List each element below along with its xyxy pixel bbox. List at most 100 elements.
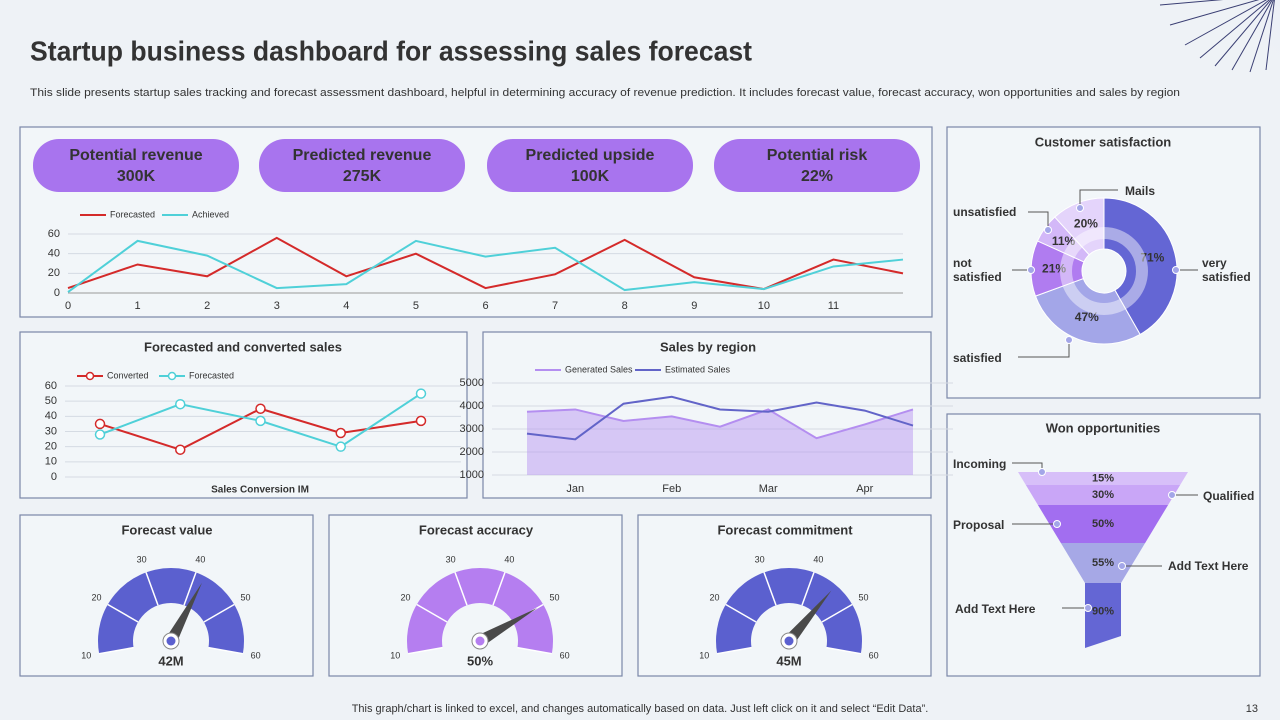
x-tick-label: Mar <box>759 483 778 495</box>
y-tick-label: 50 <box>45 395 57 407</box>
donut-slice <box>1103 197 1178 336</box>
donut-slice <box>1034 277 1141 345</box>
gauge-tick <box>407 646 443 655</box>
legend-label: Generated Sales <box>565 364 633 374</box>
gauge-tick-label: 40 <box>813 555 823 565</box>
leader-dot <box>1044 226 1052 234</box>
gauge-tick <box>716 646 752 655</box>
slice-label: 47% <box>1075 310 1099 324</box>
leader-dot <box>1172 266 1180 274</box>
gauge-tick-label: 50 <box>549 592 559 602</box>
marker <box>94 429 106 440</box>
gauge-tick-label: 60 <box>251 650 261 660</box>
x-tick-label: 1 <box>135 300 141 312</box>
y-tick-label: 0 <box>51 471 57 483</box>
y-tick-label: 10 <box>45 456 57 468</box>
y-tick-label: 5000 <box>460 377 484 389</box>
funnel-stage <box>1085 583 1121 648</box>
funnel-stage <box>1018 472 1188 485</box>
gauge-tick-label: 10 <box>699 650 709 660</box>
gauge-tick-label: 60 <box>869 650 879 660</box>
x-tick-label: 10 <box>758 300 770 312</box>
marker <box>255 403 266 414</box>
gauge-tick <box>725 603 757 623</box>
stage-category: Add Text Here <box>955 602 1036 616</box>
marker <box>415 415 427 427</box>
title: Startup business dashboard for assessing… <box>30 35 752 66</box>
kpi-card <box>714 139 920 192</box>
gauge-value: 50% <box>467 653 493 668</box>
leader-dot <box>1118 562 1126 570</box>
kpi-label: Predicted revenue <box>293 147 432 164</box>
legend-label: Converted <box>107 370 149 380</box>
x-tick-label: 7 <box>552 300 558 312</box>
stage-category: Incoming <box>953 457 1007 471</box>
gauge-tick <box>416 603 448 623</box>
stage-category: Qualified <box>1203 489 1255 503</box>
gauge-tick <box>183 572 197 606</box>
gauge-tick-label: 30 <box>137 555 147 565</box>
gauge-tick-label: 10 <box>81 650 91 660</box>
gauge-tick-label: 20 <box>401 592 411 602</box>
gauge-value: 42M <box>158 653 183 668</box>
gauge-tick <box>763 572 777 606</box>
footer: This graph/chart is linked to excel, and… <box>352 703 929 715</box>
x-tick-label: 9 <box>691 300 697 312</box>
gauge-tick <box>145 572 159 606</box>
kpi-value: 22% <box>801 168 833 185</box>
kpi-label: Potential risk <box>767 147 868 164</box>
stage-category: Add Text Here <box>1168 559 1249 573</box>
chart-title: Won opportunities <box>1046 420 1161 435</box>
funnel-stage <box>1025 485 1181 505</box>
y-tick-label: 1000 <box>460 469 484 481</box>
slice-label: 71% <box>1140 250 1164 264</box>
gauge-tick <box>517 646 553 655</box>
gauge-tick-label: 60 <box>560 650 570 660</box>
y-tick-label: 60 <box>45 380 57 392</box>
marker <box>255 415 266 427</box>
gauge-tick <box>203 603 235 623</box>
decoration <box>1159 0 1280 120</box>
gauge-tick <box>826 646 862 655</box>
x-tick-label: 4 <box>343 300 349 312</box>
leader-line <box>1018 340 1070 358</box>
y-tick-label: 20 <box>48 267 60 279</box>
marker <box>94 418 106 430</box>
gauge-tick-label: 10 <box>390 650 400 660</box>
legend-label: Forecasted <box>110 209 155 219</box>
funnel-stage <box>1060 543 1146 583</box>
leader-line <box>1079 189 1118 208</box>
gauge-needle <box>165 582 202 644</box>
inner-ring <box>1060 227 1148 315</box>
stage-label: 55% <box>1092 557 1114 569</box>
stage-label: 90% <box>1092 605 1114 617</box>
gauge-tick-label: 50 <box>240 592 250 602</box>
kpi-value: 300K <box>117 168 156 185</box>
leader-dot <box>1168 491 1176 499</box>
gauge-tick-label: 40 <box>195 555 205 565</box>
leader-dot <box>1027 266 1035 274</box>
legend-label: Estimated Sales <box>665 364 731 374</box>
leader-dot <box>1084 604 1092 612</box>
marker <box>335 441 346 452</box>
gauge-tick <box>208 646 244 655</box>
gauge-tick <box>801 572 815 606</box>
y-tick-label: 4000 <box>460 400 484 412</box>
y-tick-label: 0 <box>54 287 60 299</box>
slice-label: 11% <box>1052 234 1076 248</box>
y-tick-label: 2000 <box>460 446 484 458</box>
kpi-label: Predicted upside <box>526 147 655 164</box>
gauge-tick <box>821 603 853 623</box>
line <box>526 395 914 441</box>
chart-title: Customer satisfaction <box>1035 134 1172 149</box>
x-tick-label: Jan <box>566 483 584 495</box>
marker <box>415 388 427 399</box>
x-tick-label: 5 <box>413 300 419 312</box>
x-tick-label: 8 <box>622 300 628 312</box>
area <box>527 409 913 475</box>
gauge-value: 45M <box>776 653 801 668</box>
leader-dot <box>1053 520 1061 528</box>
donut-slice <box>1054 197 1105 256</box>
stage-category: Proposal <box>953 518 1005 532</box>
